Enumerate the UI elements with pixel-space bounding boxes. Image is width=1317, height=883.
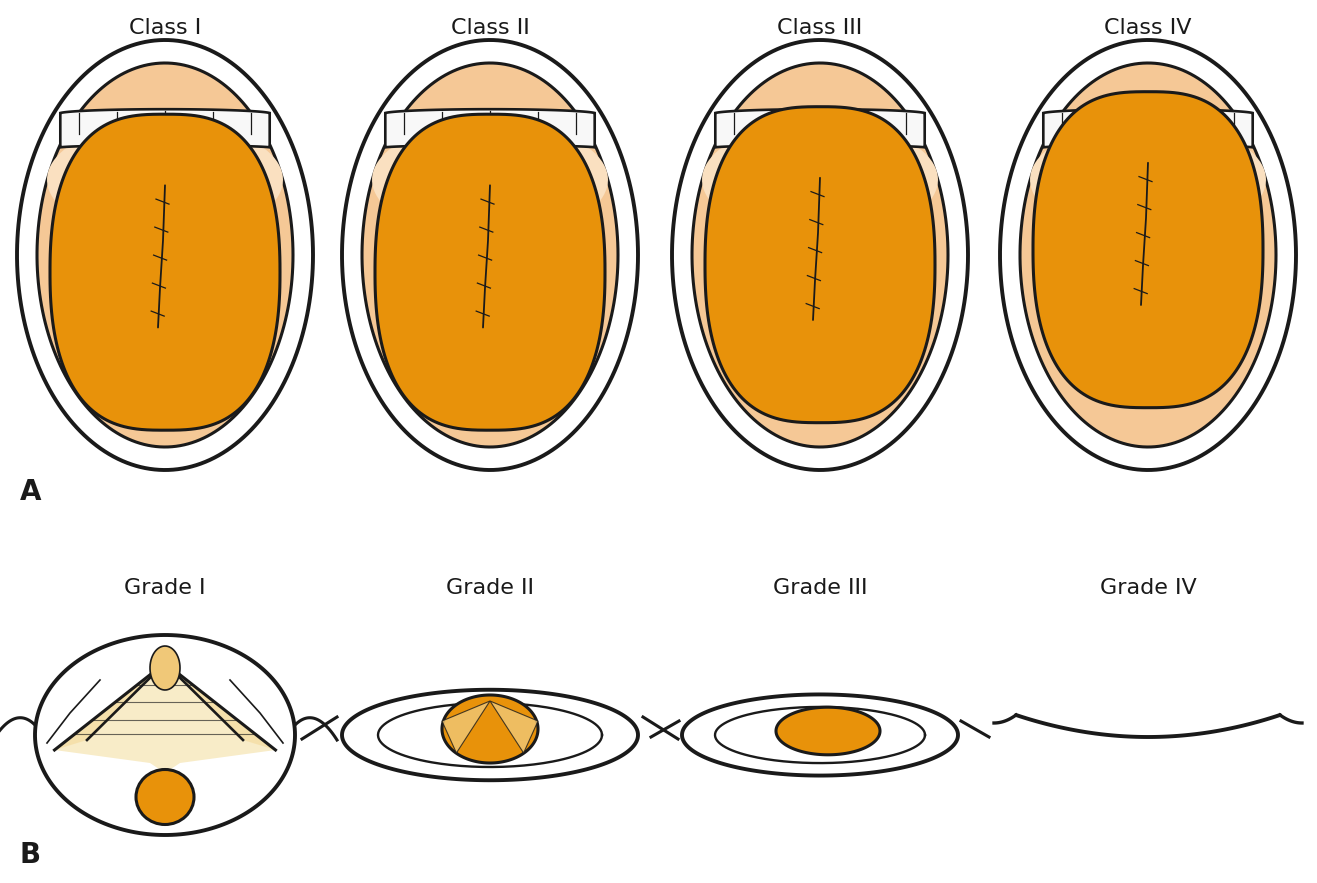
Polygon shape (373, 122, 608, 238)
Polygon shape (1043, 109, 1252, 147)
Text: B: B (20, 841, 41, 869)
Polygon shape (386, 109, 595, 147)
Text: Grade IV: Grade IV (1100, 578, 1196, 598)
Polygon shape (54, 663, 275, 773)
Polygon shape (375, 114, 605, 430)
Text: Class I: Class I (129, 18, 202, 38)
Text: Grade II: Grade II (446, 578, 533, 598)
Polygon shape (47, 122, 283, 238)
Ellipse shape (533, 200, 576, 268)
Polygon shape (50, 114, 281, 430)
Polygon shape (490, 701, 539, 753)
Polygon shape (1000, 40, 1296, 470)
Polygon shape (17, 40, 313, 470)
Ellipse shape (80, 192, 145, 291)
Polygon shape (54, 663, 165, 750)
Ellipse shape (786, 212, 853, 246)
Ellipse shape (506, 191, 578, 276)
Polygon shape (691, 63, 948, 447)
Text: Grade III: Grade III (773, 578, 868, 598)
Polygon shape (150, 646, 180, 690)
Polygon shape (776, 707, 880, 755)
Ellipse shape (402, 191, 474, 276)
Polygon shape (61, 109, 270, 147)
Text: Class IV: Class IV (1104, 18, 1192, 38)
Text: Class II: Class II (450, 18, 529, 38)
Ellipse shape (136, 769, 194, 825)
Text: A: A (20, 478, 42, 506)
Ellipse shape (184, 192, 249, 291)
Polygon shape (682, 694, 957, 775)
Polygon shape (715, 109, 925, 147)
Polygon shape (342, 40, 637, 470)
Polygon shape (443, 701, 490, 753)
Polygon shape (133, 261, 198, 326)
Text: Grade I: Grade I (124, 578, 205, 598)
Text: Class III: Class III (777, 18, 863, 38)
Polygon shape (36, 635, 295, 835)
Polygon shape (1030, 122, 1266, 238)
Polygon shape (443, 695, 539, 763)
Polygon shape (37, 63, 292, 447)
Polygon shape (1019, 63, 1276, 447)
Polygon shape (362, 63, 618, 447)
Polygon shape (705, 107, 935, 423)
Polygon shape (672, 40, 968, 470)
Polygon shape (75, 155, 255, 312)
Ellipse shape (406, 200, 446, 268)
Polygon shape (702, 122, 938, 238)
Polygon shape (342, 690, 637, 781)
Polygon shape (1033, 92, 1263, 408)
Polygon shape (165, 663, 275, 750)
